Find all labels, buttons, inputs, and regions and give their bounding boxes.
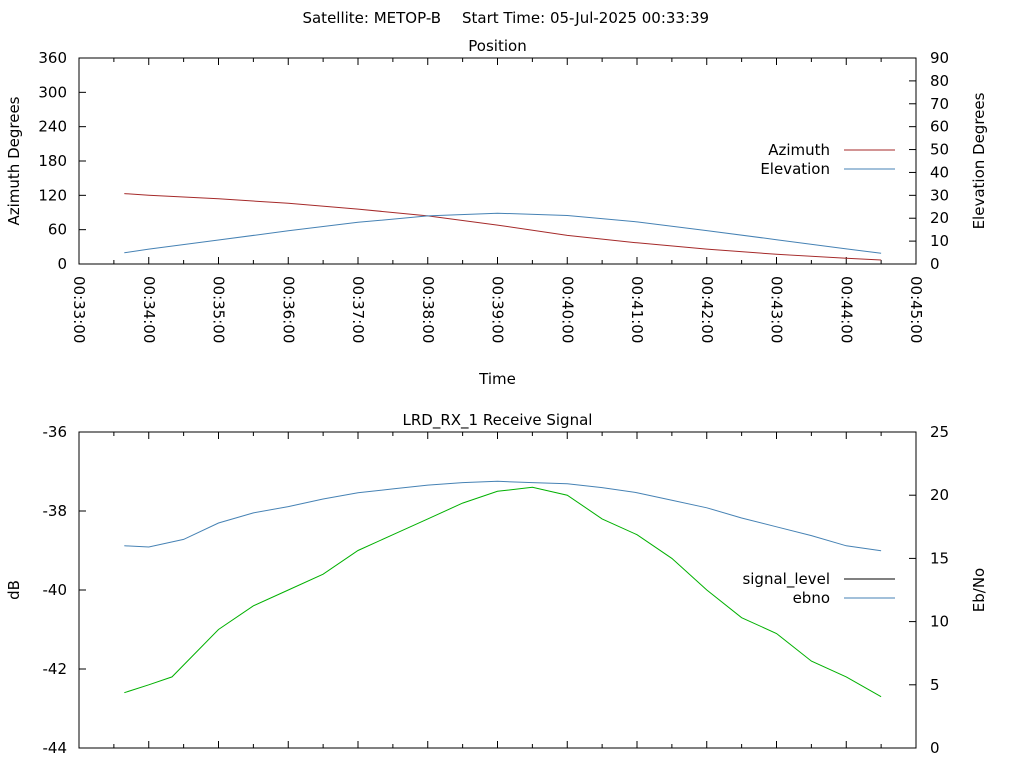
y2-tick-label: 80 bbox=[930, 72, 949, 90]
x-tick-label: 00:35:00 bbox=[210, 276, 228, 343]
y-tick-label: 240 bbox=[38, 118, 67, 136]
y-tick-label: 300 bbox=[38, 83, 67, 101]
y2-tick-label: 20 bbox=[930, 209, 949, 227]
y2-tick-label: 20 bbox=[930, 486, 949, 504]
y-tick-label: -44 bbox=[43, 739, 68, 757]
plot-frame bbox=[78, 431, 917, 749]
y2-tick-label: 70 bbox=[930, 95, 949, 113]
x-tick-label: 00:40:00 bbox=[558, 276, 576, 343]
y2-tick-label: 15 bbox=[930, 549, 949, 567]
y-tick-label: 360 bbox=[38, 49, 67, 67]
y2-tick-label: 30 bbox=[930, 186, 949, 204]
y-tick-label: 0 bbox=[57, 255, 67, 273]
y-tick-label: 180 bbox=[38, 152, 67, 170]
y-axis-label: Azimuth Degrees bbox=[5, 96, 23, 225]
y2-tick-label: 90 bbox=[930, 49, 949, 67]
y2-tick-label: 25 bbox=[930, 423, 949, 441]
x-axis-label: Time bbox=[478, 370, 516, 388]
y-tick-label: -42 bbox=[43, 660, 68, 678]
y-tick-label: 60 bbox=[48, 221, 67, 239]
series-line-1 bbox=[124, 193, 882, 261]
x-tick-label: 00:36:00 bbox=[279, 276, 297, 343]
y-tick-label: 120 bbox=[38, 186, 67, 204]
y2-tick-label: 5 bbox=[930, 676, 940, 694]
y-tick-label: -36 bbox=[43, 423, 68, 441]
y2-axis-label: Elevation Degrees bbox=[970, 92, 988, 229]
x-tick-label: 00:44:00 bbox=[837, 276, 855, 343]
y2-tick-label: 0 bbox=[930, 739, 940, 757]
y-tick-label: -40 bbox=[43, 581, 68, 599]
x-tick-label: 00:42:00 bbox=[698, 276, 716, 343]
y2-tick-label: 10 bbox=[930, 613, 949, 631]
y2-axis-label: Eb/No bbox=[970, 568, 988, 612]
series-line-2 bbox=[124, 480, 882, 552]
y2-tick-label: 60 bbox=[930, 118, 949, 136]
x-tick-label: 00:33:00 bbox=[70, 276, 88, 343]
legend-label: signal_level bbox=[742, 570, 830, 589]
chart-title: LRD_RX_1 Receive Signal bbox=[403, 411, 593, 430]
y2-tick-label: 50 bbox=[930, 141, 949, 159]
header-start-time-label: Start Time: 05-Jul-2025 00:33:39 bbox=[462, 9, 709, 27]
y2-tick-label: 10 bbox=[930, 232, 949, 250]
legend-label: ebno bbox=[793, 589, 830, 607]
y-tick-label: -38 bbox=[43, 502, 68, 520]
position-chart: Position 0 60 120 180 240 300 360 0 10 20 30 40 50 60 7… bbox=[5, 37, 988, 388]
series-line-2 bbox=[124, 212, 882, 254]
series-line-1 bbox=[124, 486, 882, 698]
x-tick-label: 00:34:00 bbox=[140, 276, 158, 343]
x-tick-label: 00:43:00 bbox=[768, 276, 786, 343]
header-satellite-label: Satellite: METOP-B bbox=[302, 9, 441, 27]
x-tick-label: 00:41:00 bbox=[628, 276, 646, 343]
legend-label: Elevation bbox=[760, 160, 830, 178]
x-tick-label: 00:37:00 bbox=[349, 276, 367, 343]
legend-label: Azimuth bbox=[768, 141, 830, 159]
receive-signal-chart: LRD_RX_1 Receive Signal -44 -42 -40 -38 -36 0 5… bbox=[5, 411, 988, 757]
chart-title: Position bbox=[468, 37, 526, 55]
y2-tick-label: 40 bbox=[930, 163, 949, 181]
x-tick-label: 00:45:00 bbox=[907, 276, 925, 343]
y-axis-label: dB bbox=[5, 580, 23, 600]
x-tick-label: 00:38:00 bbox=[419, 276, 437, 343]
y2-tick-label: 0 bbox=[930, 255, 940, 273]
x-tick-label: 00:39:00 bbox=[489, 276, 507, 343]
